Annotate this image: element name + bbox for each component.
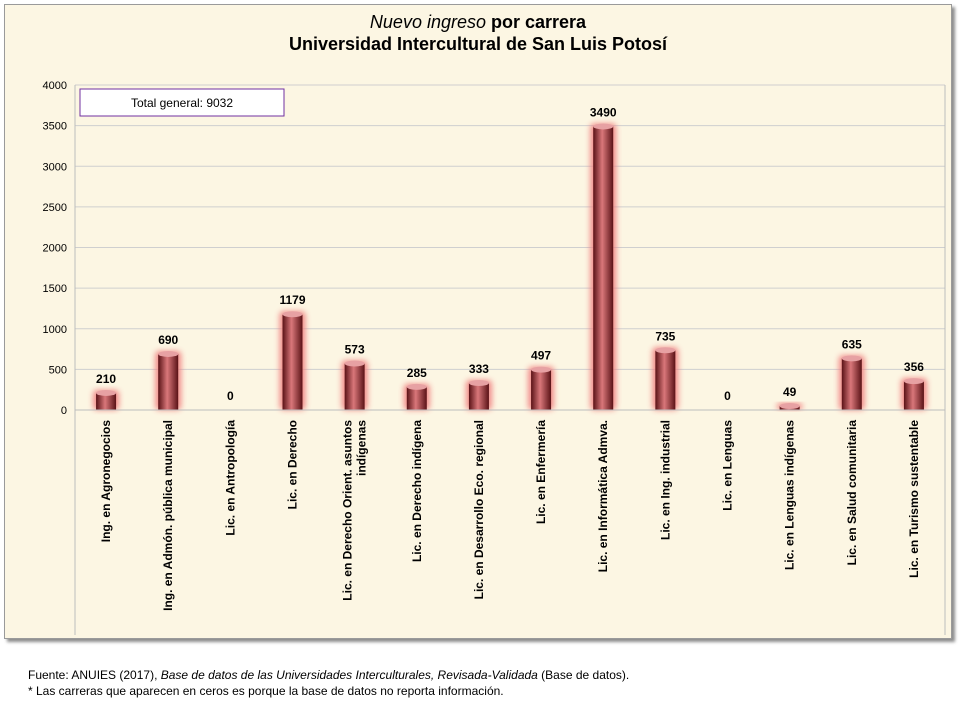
bar	[282, 314, 303, 410]
footer: Fuente: ANUIES (2017), Base de datos de …	[28, 667, 928, 699]
bar	[841, 358, 862, 410]
x-tick-label: Lic. en Desarrollo Eco. regional	[472, 420, 486, 599]
total-box: Total general: 9032	[79, 88, 285, 117]
bar-top	[406, 383, 427, 390]
y-tick-label: 1000	[43, 324, 67, 336]
x-tick-label: Lic. en Informática Admva.	[596, 420, 610, 572]
bar	[531, 369, 552, 410]
data-label: 210	[96, 372, 116, 386]
data-label: 1179	[279, 293, 305, 307]
y-tick-label: 500	[49, 364, 67, 376]
bar	[158, 353, 179, 410]
bar	[406, 386, 427, 410]
bar	[903, 381, 924, 410]
bar	[344, 363, 365, 410]
data-label: 735	[655, 329, 675, 343]
chart-subtitle: Universidad Intercultural de San Luis Po…	[289, 34, 668, 54]
source-note: Fuente: ANUIES (2017), Base de datos de …	[28, 668, 630, 682]
bar-top	[468, 379, 489, 386]
bar-top	[903, 378, 924, 385]
bar-top	[531, 366, 552, 373]
data-label: 0	[724, 389, 731, 403]
bar-top	[655, 347, 676, 354]
bar-top	[96, 389, 117, 396]
x-tick-label: Lic. en Derecho	[286, 420, 300, 509]
bar	[468, 382, 489, 410]
x-tick-label: Ing. en Admón. pública municipal	[161, 420, 175, 611]
y-tick-label: 2500	[43, 202, 67, 214]
data-label: 49	[783, 385, 797, 399]
bar-top	[841, 355, 862, 362]
x-tick-label: Lic. en Enfermería	[534, 420, 548, 524]
x-tick-label: Lic. en Salud comunitaria	[845, 420, 859, 566]
x-tick-label: Ing. en Agronegocios	[99, 420, 113, 543]
zero-note: * Las carreras que aparecen en ceros es …	[28, 684, 504, 698]
y-tick-label: 0	[61, 405, 67, 417]
data-label: 3490	[590, 105, 617, 119]
x-tick-label: Lic. en Ing. industrial	[658, 420, 672, 540]
y-tick-label: 3500	[43, 121, 67, 133]
total-label: Total general: 9032	[131, 96, 233, 110]
bar-top	[779, 403, 800, 410]
data-label: 635	[842, 337, 862, 351]
plot-area: 0 500 1000 1500 2000 2500 3000 3500 4000 210 Ing. …	[43, 80, 946, 635]
data-label: 573	[345, 342, 365, 356]
y-tick-label: 2000	[43, 243, 67, 255]
data-label: 690	[158, 333, 178, 347]
x-tick-label: Lic. en Turismo sustentable	[907, 420, 921, 578]
y-tick-label: 3000	[43, 161, 67, 173]
chart-title: Nuevo ingreso por carrera	[370, 12, 587, 32]
x-tick-label: Lic. en Lenguas	[721, 420, 735, 511]
data-label: 356	[904, 360, 924, 374]
bar	[96, 392, 117, 410]
x-tick-label: Lic. en Derecho indígena	[410, 420, 424, 562]
x-tick-label: Lic. en Antropología	[223, 420, 237, 536]
bar	[593, 126, 614, 410]
data-label: 285	[407, 366, 427, 380]
data-label: 0	[227, 389, 234, 403]
bar-top	[282, 311, 303, 318]
y-tick-label: 1500	[43, 283, 67, 295]
chart-area: Nuevo ingreso por carrera Universidad In…	[4, 4, 952, 639]
bar-top	[344, 360, 365, 367]
data-label: 497	[531, 349, 551, 363]
bar-chart: Nuevo ingreso por carrera Universidad In…	[43, 12, 946, 635]
data-label: 333	[469, 362, 489, 376]
bar	[655, 350, 676, 410]
x-tick-label: Lic. en Lenguas indígenas	[783, 420, 797, 570]
bar-top	[593, 123, 614, 130]
y-tick-label: 4000	[43, 80, 67, 92]
bar-top	[158, 350, 179, 357]
x-tick-label: Lic. en Derecho Orient. asuntosindígenas	[341, 420, 369, 601]
